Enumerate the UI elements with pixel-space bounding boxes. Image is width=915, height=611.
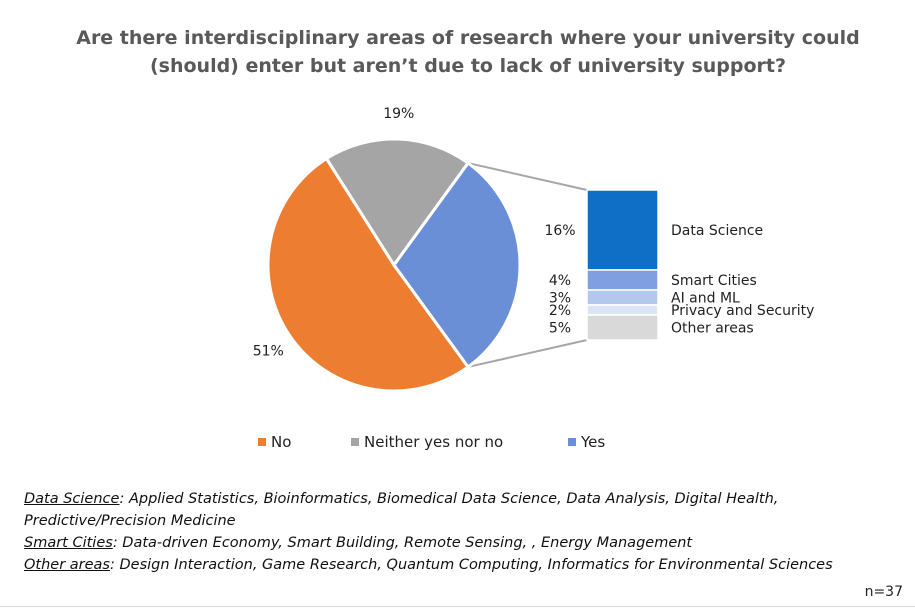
bar-value-other-areas: 5%	[549, 321, 571, 337]
bar-name-other-areas: Other areas	[671, 321, 754, 337]
bar-name-privacy-and-security: Privacy and Security	[671, 303, 814, 319]
bar-segment-other-areas	[586, 314, 659, 341]
bar-value-ai-and-ml: 3%	[549, 291, 571, 307]
legend-label-no: No	[271, 433, 291, 451]
bottom-divider	[0, 606, 915, 607]
connector-line-top	[467, 162, 588, 191]
bar-name-ai-and-ml: AI and ML	[671, 291, 740, 307]
legend-swatch-no	[258, 438, 266, 446]
sample-size-label: n=37	[864, 584, 903, 600]
footnote-text: : Applied Statistics, Bioinformatics, Bi…	[24, 491, 779, 529]
footnote-data-science: Data Science: Applied Statistics, Bioinf…	[24, 488, 904, 532]
legend-swatch-neither-yes-nor-no	[351, 438, 359, 446]
footnote-other-areas: Other areas: Design Interaction, Game Re…	[24, 554, 904, 576]
footnote-smart-cities: Smart Cities: Data-driven Economy, Smart…	[24, 532, 904, 554]
footnote-term: Data Science	[24, 491, 120, 507]
breakdown-bar: 16% Data Science 4% Smart Cities 3% AI and ML…	[544, 189, 814, 341]
pie: 51% 19%	[253, 106, 522, 393]
chart-title-line-1: Are there interdisciplinary areas of res…	[76, 27, 860, 49]
footnote-term: Other areas	[24, 557, 110, 573]
pie-slice-no	[266, 156, 471, 393]
bar-value-privacy-and-security: 2%	[549, 303, 571, 319]
bar-segment-ai-and-ml	[586, 289, 659, 306]
bar-name-data-science: Data Science	[671, 223, 763, 239]
footnote-term: Smart Cities	[24, 535, 113, 551]
legend-swatch-yes	[568, 438, 576, 446]
connector-line-bottom	[467, 339, 588, 368]
legend: No Neither yes nor no Yes	[258, 433, 605, 451]
pie-of-bar-chart: Are there interdisciplinary areas of res…	[76, 27, 860, 451]
bar-segment-smart-cities	[586, 269, 659, 291]
footnote-text: : Design Interaction, Game Research, Qua…	[110, 557, 833, 573]
bar-name-smart-cities: Smart Cities	[671, 273, 757, 289]
bar-value-data-science: 16%	[544, 223, 575, 239]
legend-label-neither-yes-nor-no: Neither yes nor no	[364, 433, 503, 451]
bar-value-smart-cities: 4%	[549, 273, 571, 289]
pie-slice-neither-yes-nor-no	[324, 137, 471, 268]
pie-label-no: 51%	[253, 343, 284, 359]
bar-segment-data-science	[586, 189, 659, 271]
chart-title-line-2: (should) enter but aren’t due to lack of…	[150, 55, 786, 77]
pie-label-neither-yes-nor-no: 19%	[383, 106, 414, 122]
bar-segment-privacy-and-security	[586, 304, 659, 316]
pie-slice-yes	[392, 160, 522, 370]
footnotes: Data Science: Applied Statistics, Bioinf…	[24, 488, 904, 576]
connector-lines	[467, 162, 588, 368]
legend-label-yes: Yes	[580, 433, 605, 451]
footnote-text: : Data-driven Economy, Smart Building, R…	[112, 535, 693, 551]
